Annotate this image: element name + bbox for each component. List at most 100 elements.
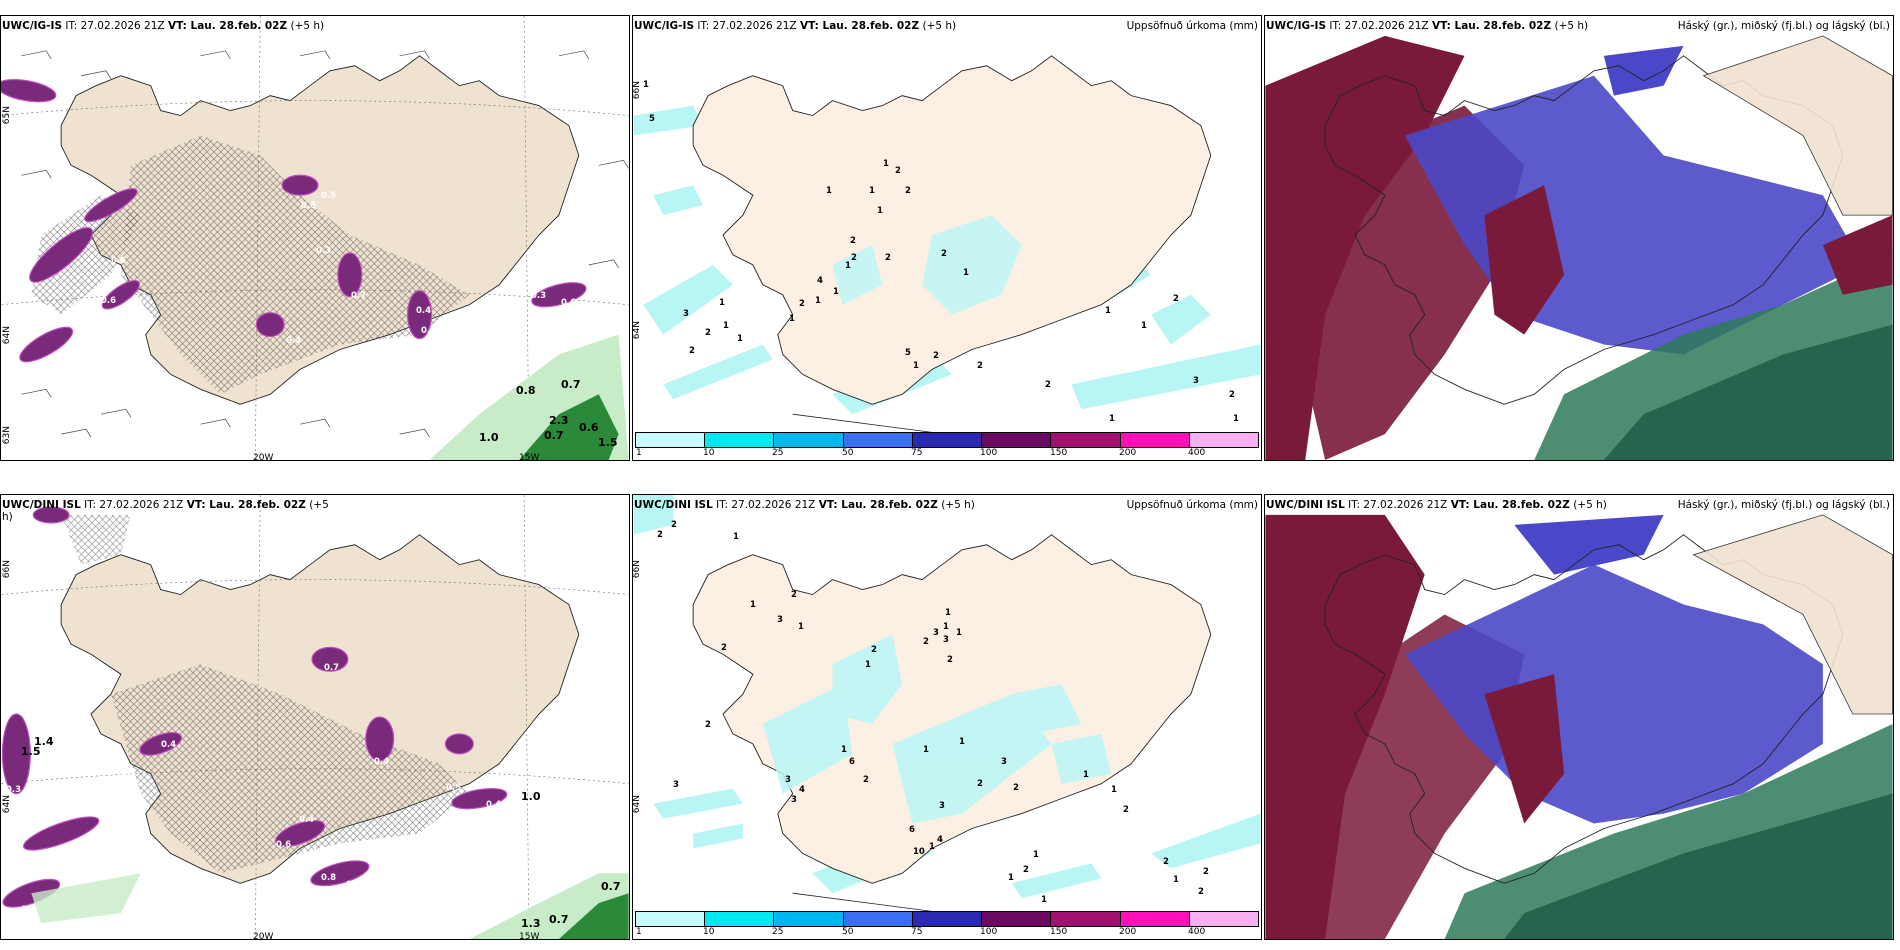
panel-title: UWC/DINI ISL IT: 27.02.2026 21Z VT: Lau.… (634, 499, 975, 511)
value-label: 1 (845, 261, 851, 271)
map-panel-ig-wind: UWC/IG-IS IT: 27.02.2026 21Z VT: Lau. 28… (0, 15, 630, 461)
value-label: 1 (826, 186, 832, 196)
panel-title: UWC/DINI ISL IT: 27.02.2026 21Z VT: Lau.… (2, 499, 329, 523)
lat-label: 64N (632, 321, 642, 340)
value-label: 1 (643, 80, 649, 90)
value-label: 6 (849, 757, 855, 767)
value-label: 0.3 (6, 785, 22, 795)
value-label: 0.3 (51, 101, 67, 111)
value-label: 1 (789, 314, 795, 324)
value-label: 0.5 (121, 770, 137, 780)
value-label: 2 (905, 186, 911, 196)
value-label: 0.3 (316, 246, 332, 256)
green-precip-area (31, 873, 629, 939)
lon-label: 20W (253, 453, 274, 461)
value-label: 1.5 (21, 745, 41, 758)
value-label: 0.4 (486, 800, 502, 810)
value-label: 0.6 (561, 298, 577, 308)
convective-cells (1, 78, 587, 363)
value-label: 0.4 (66, 351, 82, 361)
value-label: 2 (941, 249, 947, 259)
panel-title: UWC/IG-IS IT: 27.02.2026 21Z VT: Lau. 28… (634, 20, 957, 32)
panel-title: UWC/DINI ISL IT: 27.02.2026 21Z VT: Lau.… (1266, 499, 1607, 511)
value-label: 1.5 (598, 436, 618, 449)
value-label: 1 (923, 745, 929, 755)
value-label: 2 (1123, 805, 1129, 815)
precip-colorbar (635, 432, 1259, 448)
value-label: 2 (1229, 390, 1235, 400)
value-label: 1 (1141, 321, 1147, 331)
value-label: 0.4 (416, 306, 432, 316)
value-label: 1 (869, 186, 875, 196)
convective-cells (1, 506, 508, 908)
value-label: 1 (1111, 785, 1117, 795)
value-label: 5 (905, 348, 911, 358)
value-label: 0.3 (286, 870, 302, 880)
value-label: 1 (841, 745, 847, 755)
value-label: 2 (933, 351, 939, 361)
value-label: 0.5 (321, 191, 337, 201)
value-label: 2 (895, 166, 901, 176)
value-label: 1 (1105, 306, 1111, 316)
value-label: 3 (683, 309, 689, 319)
value-label: 1 (1041, 895, 1047, 905)
value-label: 3 (1001, 757, 1007, 767)
map-panel-dini-precip: UWC/DINI ISL IT: 27.02.2026 21Z VT: Lau.… (632, 494, 1262, 940)
value-label: 0.7 (561, 378, 581, 391)
value-label: 3 (939, 801, 945, 811)
value-label: 0.7 (549, 913, 569, 926)
value-label: 0.6 (111, 256, 127, 266)
value-label: 2 (923, 637, 929, 647)
colorbar-labels: 1 10 25 50 75 100 150 200 400 (636, 448, 1206, 458)
value-label: 2 (977, 361, 983, 371)
value-label: 1 (815, 296, 821, 306)
map-panel-dini-wind: UWC/DINI ISL IT: 27.02.2026 21Z VT: Lau.… (0, 494, 630, 940)
value-label: 0.5 (21, 905, 37, 915)
map-canvas (633, 495, 1261, 939)
lat-label: 66N (632, 560, 642, 579)
value-label: 0.8 (516, 384, 536, 397)
cloud-layers (1265, 514, 1893, 939)
value-label: 0.5 (41, 306, 57, 316)
value-label: 1 (883, 159, 889, 169)
value-label: 1 (956, 628, 962, 638)
value-label: 1 (750, 600, 756, 610)
value-label: 0.5 (181, 391, 197, 401)
panel-subtitle: Uppsöfnuð úrkoma (mm) (1126, 499, 1258, 511)
value-label: 1.3 (521, 917, 541, 930)
value-label: 1.0 (479, 431, 499, 444)
iceland-landmass (692, 534, 1212, 884)
value-label: 1 (865, 660, 871, 670)
value-label: 0.5 (446, 783, 462, 793)
value-label: 0.6 (276, 840, 292, 850)
value-label: 1 (1083, 770, 1089, 780)
value-label: 0.6 (579, 421, 599, 434)
value-label: 1 (1173, 875, 1179, 885)
colorbar-labels: 1 10 25 50 75 100 150 200 400 (636, 927, 1206, 937)
lat-label: 66N (632, 81, 642, 100)
value-label: 2 (1023, 865, 1029, 875)
value-label: 0.4 (299, 815, 315, 825)
value-label: 2 (1203, 867, 1209, 877)
value-label: 1 (963, 268, 969, 278)
lon-label: 15W (519, 453, 540, 461)
value-label: 1 (877, 206, 883, 216)
value-label: 2 (799, 299, 805, 309)
cloud-hatch-area (110, 664, 470, 874)
value-label: 0.4 (374, 757, 390, 767)
value-label: 2 (689, 346, 695, 356)
map-canvas (1265, 16, 1893, 460)
value-label: 1 (945, 608, 951, 618)
value-label: 1 (798, 622, 804, 632)
value-label: 4 (799, 785, 805, 795)
map-canvas (1, 16, 629, 460)
value-label: 1 (1033, 850, 1039, 860)
lat-label: 64N (632, 795, 642, 814)
value-label: 2 (863, 775, 869, 785)
green-precip-area (429, 334, 629, 460)
value-label: 0.8 (321, 873, 337, 883)
value-label: 4 (817, 276, 823, 286)
lon-label: 15W (519, 932, 540, 940)
value-label: 1.4 (34, 735, 54, 748)
wind-barbs (21, 50, 629, 438)
